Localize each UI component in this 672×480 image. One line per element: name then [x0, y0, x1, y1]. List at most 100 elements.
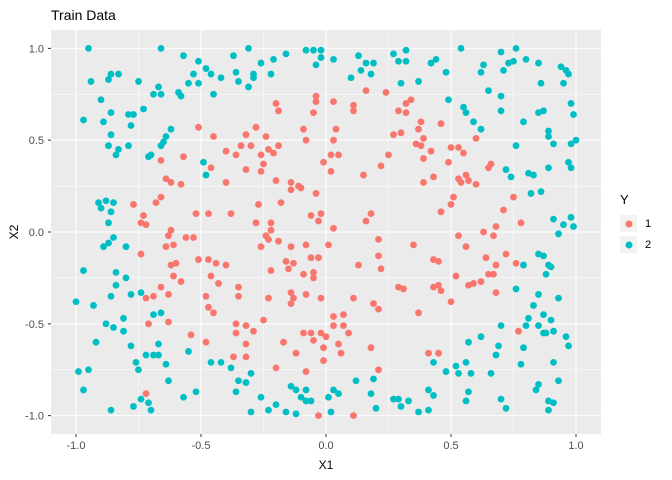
data-point-class2: [147, 151, 155, 159]
data-point-class2: [402, 46, 410, 54]
data-point-class1: [315, 254, 322, 262]
data-point-class2: [405, 397, 412, 405]
data-point-class2: [545, 164, 552, 172]
data-point-class1: [447, 298, 455, 306]
data-point-class1: [235, 292, 242, 300]
data-point-class1: [157, 193, 165, 201]
data-point-class1: [462, 243, 470, 251]
data-point-class1: [447, 144, 455, 151]
data-point-class2: [120, 314, 127, 322]
data-point-class1: [267, 267, 275, 274]
data-point-class1: [255, 201, 262, 208]
data-point-class2: [137, 395, 145, 403]
data-point-class1: [307, 329, 315, 337]
data-point-class1: [320, 344, 327, 352]
data-point-class1: [402, 109, 410, 117]
data-point-class1: [165, 318, 172, 326]
data-point-class2: [312, 61, 320, 69]
data-point-class2: [357, 67, 365, 74]
data-point-class1: [205, 303, 212, 311]
data-point-class2: [462, 397, 470, 405]
data-point-class1: [465, 177, 472, 184]
data-point-class2: [330, 55, 337, 63]
data-point-class1: [202, 338, 210, 346]
data-point-class2: [132, 358, 140, 366]
data-point-class1: [485, 270, 492, 278]
data-point-class1: [512, 259, 520, 267]
data-point-class2: [75, 368, 82, 375]
data-point-class1: [272, 177, 280, 184]
data-point-class2: [95, 199, 102, 207]
y-tick-label: -0.5: [25, 319, 44, 331]
data-point-class2: [85, 366, 92, 374]
data-point-class1: [222, 179, 230, 186]
data-point-class1: [400, 285, 407, 293]
data-point-class2: [427, 59, 435, 67]
data-point-class2: [167, 125, 175, 133]
data-point-class1: [510, 193, 517, 201]
data-point-class2: [257, 393, 265, 401]
data-point-class2: [292, 410, 300, 418]
data-point-class2: [525, 314, 532, 322]
data-point-class1: [235, 283, 242, 291]
data-point-class1: [500, 206, 507, 214]
data-point-class1: [282, 257, 290, 265]
data-point-class2: [397, 79, 405, 87]
data-point-class2: [550, 140, 557, 148]
y-tick-label: 0.0: [29, 227, 44, 239]
data-point-class1: [287, 186, 295, 194]
data-point-class1: [515, 327, 522, 335]
data-point-class2: [142, 351, 150, 359]
data-point-class1: [182, 234, 190, 241]
data-point-class2: [457, 44, 465, 52]
data-point-class1: [480, 228, 487, 236]
data-point-class2: [125, 142, 132, 150]
data-point-class1: [430, 173, 437, 181]
data-point-class1: [330, 313, 337, 320]
data-point-class1: [162, 175, 170, 183]
data-point-class2: [157, 309, 165, 317]
data-point-class1: [312, 92, 320, 100]
data-point-class1: [435, 349, 442, 357]
data-point-class1: [377, 162, 385, 170]
data-point-class2: [107, 292, 115, 300]
data-point-class2: [127, 122, 135, 129]
data-point-class2: [177, 92, 185, 100]
data-point-class2: [390, 50, 397, 58]
data-point-class2: [107, 109, 115, 117]
data-point-class1: [477, 278, 485, 285]
data-point-class2: [145, 399, 152, 407]
data-point-class1: [415, 125, 422, 133]
data-point-class1: [230, 353, 237, 361]
data-point-class2: [282, 408, 290, 416]
data-point-class2: [370, 375, 377, 383]
data-point-class1: [310, 274, 317, 282]
data-point-class2: [537, 79, 545, 87]
data-point-class2: [110, 234, 117, 241]
data-point-class2: [107, 208, 115, 216]
data-point-class1: [165, 291, 172, 298]
data-point-class2: [530, 302, 537, 309]
data-point-class2: [560, 221, 567, 229]
data-point-class1: [205, 210, 212, 218]
data-point-class2: [185, 347, 192, 355]
data-point-class2: [267, 70, 275, 78]
data-point-class2: [247, 370, 255, 377]
x-tick-label: 1.0: [568, 440, 583, 452]
data-point-class2: [125, 111, 132, 118]
data-point-class1: [207, 164, 215, 172]
data-point-class2: [535, 381, 542, 388]
data-point-class1: [420, 155, 427, 162]
data-point-class2: [72, 298, 80, 306]
data-point-class1: [290, 259, 297, 267]
data-point-class2: [112, 281, 120, 289]
data-point-class2: [522, 55, 530, 63]
data-point-class1: [302, 136, 310, 144]
data-point-class2: [367, 70, 375, 78]
data-point-class2: [462, 358, 470, 366]
data-point-class1: [402, 100, 410, 107]
data-point-class2: [155, 340, 162, 348]
data-point-class1: [302, 241, 310, 249]
data-point-class1: [272, 100, 280, 107]
